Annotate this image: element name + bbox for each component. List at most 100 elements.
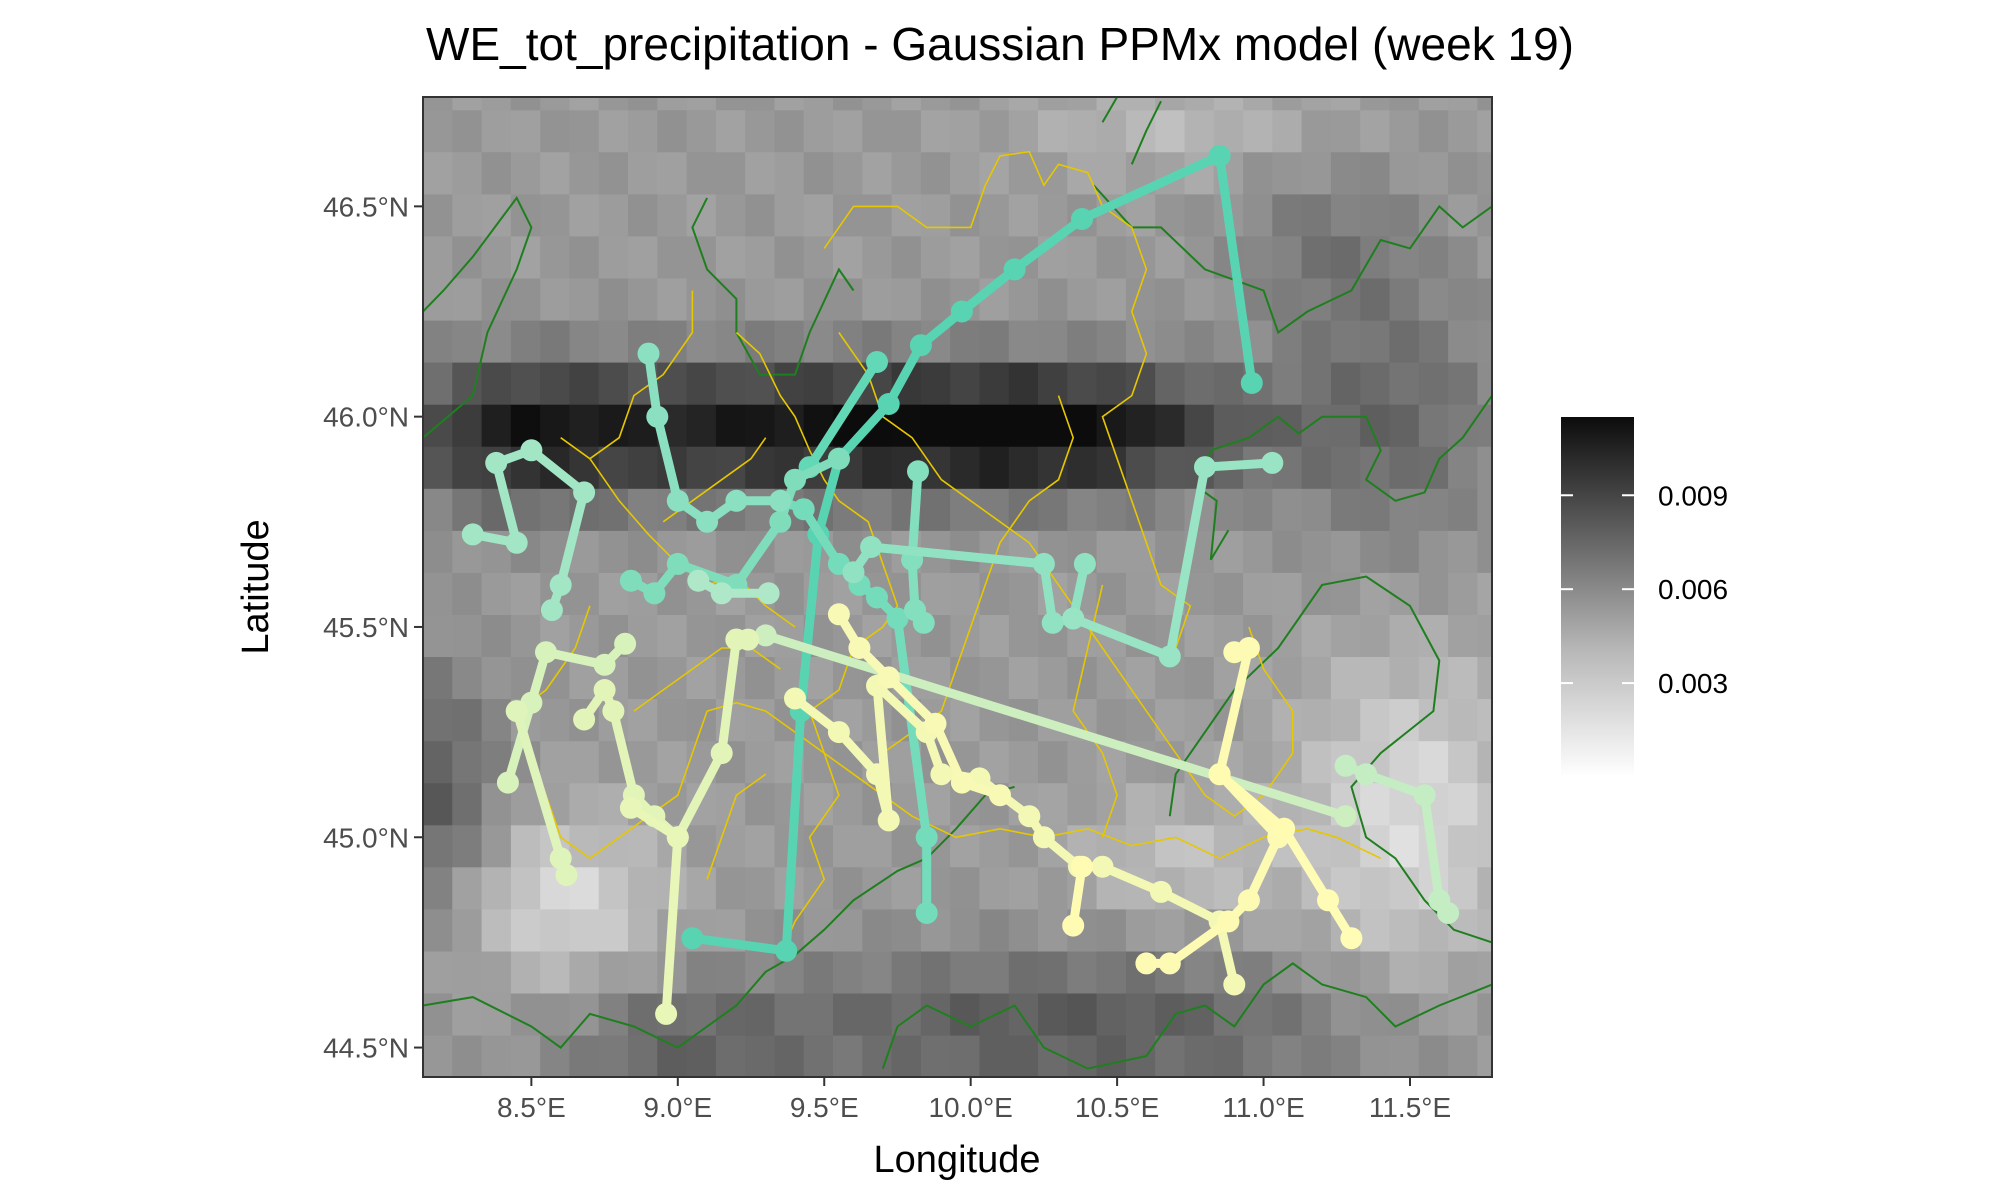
- region-boundaries: [423, 97, 1492, 1070]
- legend-tick-label: 0.003: [1658, 668, 1728, 699]
- cluster-path: [619, 447, 850, 605]
- raster-cell: [686, 992, 717, 1036]
- raster-cell: [598, 319, 629, 363]
- raster-cell: [1008, 319, 1039, 363]
- raster-cell: [715, 950, 746, 994]
- raster-cell: [657, 151, 688, 195]
- raster-cell: [1448, 614, 1478, 657]
- raster-cell: [686, 277, 717, 321]
- raster-cell: [1389, 530, 1420, 573]
- raster-cell: [1213, 572, 1244, 615]
- cluster-point: [681, 927, 704, 950]
- raster-cell: [1096, 109, 1127, 153]
- raster-cell: [510, 151, 541, 195]
- raster-cell: [598, 109, 629, 153]
- raster-cell: [1008, 193, 1039, 237]
- raster-cell: [1184, 319, 1215, 363]
- raster-cell: [1301, 109, 1332, 153]
- raster-cell: [1360, 97, 1391, 111]
- raster-cell: [452, 404, 483, 447]
- cluster-point: [860, 536, 883, 558]
- cluster-point: [769, 510, 792, 533]
- raster-cell: [920, 488, 951, 531]
- raster-cell: [423, 193, 453, 237]
- raster-cell: [452, 235, 483, 279]
- raster-cell: [1477, 277, 1492, 321]
- cluster-path: [1062, 451, 1284, 668]
- raster-cell: [1038, 488, 1068, 531]
- raster-cell: [1330, 614, 1361, 657]
- raster-cell: [598, 235, 629, 279]
- raster-cell: [1448, 362, 1478, 405]
- cluster-point: [1150, 880, 1172, 903]
- raster-cell: [1360, 866, 1391, 910]
- raster-cell: [1418, 109, 1449, 153]
- raster-cell: [1213, 824, 1244, 868]
- raster-cell: [452, 97, 483, 111]
- raster-cell: [1418, 950, 1449, 994]
- raster-cell: [1330, 446, 1361, 489]
- cluster-path: [1062, 855, 1093, 937]
- cluster-point: [549, 573, 572, 596]
- cluster-point: [1032, 552, 1055, 575]
- raster-cell: [950, 866, 981, 910]
- raster-cell: [833, 866, 863, 910]
- raster-cell: [1096, 950, 1127, 994]
- raster-cell: [1330, 362, 1361, 405]
- raster-cell: [891, 824, 922, 868]
- raster-cell: [1067, 488, 1098, 531]
- raster-cell: [1243, 235, 1273, 279]
- region-boundary: [1092, 184, 1492, 335]
- raster-cell: [745, 698, 776, 742]
- raster-cell: [891, 97, 922, 111]
- raster-cell: [862, 193, 893, 237]
- raster-cell: [1448, 109, 1478, 153]
- raster-cell: [481, 235, 512, 279]
- raster-cell: [1418, 319, 1449, 363]
- raster-cell: [686, 109, 717, 153]
- raster-cell: [423, 109, 453, 153]
- raster-cell: [1096, 151, 1127, 195]
- raster-cell: [1096, 530, 1127, 573]
- raster-cell: [1477, 782, 1492, 826]
- cluster-point: [1003, 258, 1026, 281]
- raster-cell: [628, 235, 658, 279]
- raster-cell: [715, 866, 746, 910]
- raster-cell: [1243, 404, 1273, 447]
- raster-cell: [452, 698, 483, 742]
- raster-cell: [803, 782, 834, 826]
- raster-cell: [715, 235, 746, 279]
- raster-cell: [1125, 446, 1156, 489]
- raster-cell: [1155, 1034, 1186, 1077]
- raster-cell: [862, 235, 893, 279]
- raster-cell: [1448, 319, 1478, 363]
- raster-cell: [1448, 446, 1478, 489]
- raster-cell: [569, 782, 600, 826]
- raster-cell: [1360, 572, 1391, 615]
- raster-cell: [1067, 950, 1098, 994]
- raster-cell: [1448, 656, 1478, 700]
- raster-cell: [1389, 277, 1420, 321]
- raster-cell: [1389, 446, 1420, 489]
- region-boundary: [1130, 100, 1162, 165]
- raster-cell: [481, 656, 512, 700]
- raster-cell: [1272, 1034, 1303, 1077]
- raster-cell: [920, 362, 951, 405]
- raster-cell: [1418, 235, 1449, 279]
- raster-cell: [540, 151, 571, 195]
- cluster-point: [1062, 914, 1085, 937]
- cluster-point: [924, 712, 947, 735]
- cluster-path: [687, 569, 780, 605]
- raster-cell: [686, 698, 717, 742]
- raster-cell: [1477, 950, 1492, 994]
- cluster-point: [1237, 889, 1260, 912]
- raster-cell: [1038, 740, 1068, 784]
- raster-cell: [540, 992, 571, 1036]
- raster-cell: [1448, 277, 1478, 321]
- raster-cell: [423, 908, 453, 952]
- cluster-point: [754, 624, 777, 647]
- raster-cell: [979, 866, 1010, 910]
- raster-cell: [1272, 109, 1303, 153]
- raster-cell: [540, 319, 571, 363]
- raster-cell: [1067, 656, 1098, 700]
